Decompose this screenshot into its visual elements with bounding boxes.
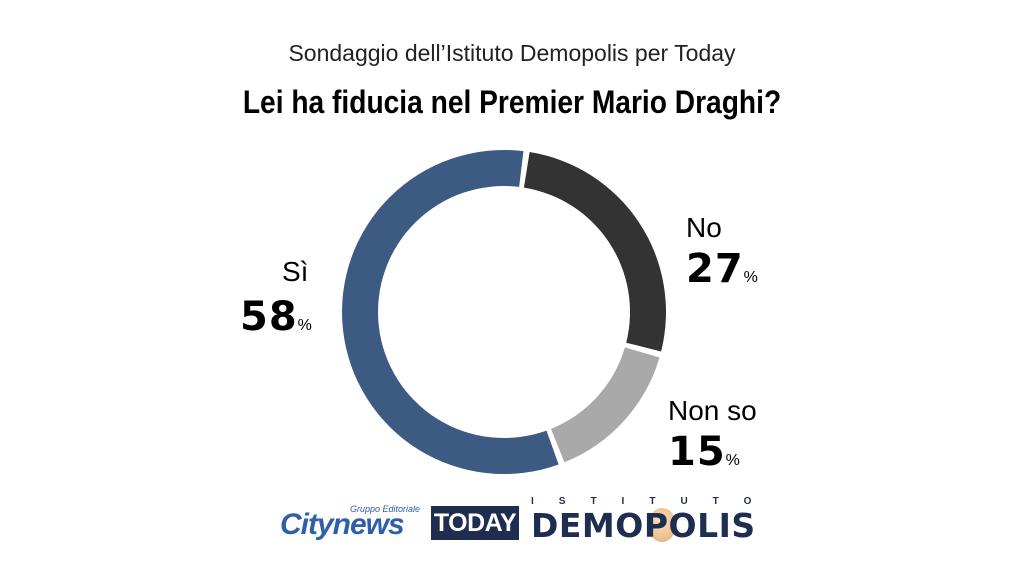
demopolis-logo: ISTITUTO DEMOPOLIS [531,496,785,546]
donut-slice-si [341,149,559,475]
value-unit-no: % [743,269,759,286]
donut-slice-non-so [550,347,660,463]
citynews-wordmark: Citynews [280,508,405,541]
value-number-no: 27 [686,246,744,292]
demopolis-tagline: ISTITUTO [531,496,777,507]
chart-title: Lei ha fiducia nel Premier Mario Draghi? [242,84,782,120]
label-si: Sì [282,256,309,287]
value-no: 27% [686,246,759,292]
citynews-logo: Gruppo Editoriale Citynews [280,496,420,542]
value-unit-non-so: % [725,452,741,469]
demopolis-wordmark: DEMOPOLIS [531,506,756,545]
donut-slice-no [523,152,667,352]
value-si: 58% [240,294,313,340]
chart-subtitle: Sondaggio dell’Istituto Demopolis per To… [288,40,736,66]
label-non-so: Non so [668,395,757,426]
label-no: No [686,212,722,243]
today-logo: TODAY [431,506,519,540]
logo-strip: Gruppo Editoriale Citynews TODAY ISTITUT… [0,496,1024,552]
value-number-si: 58 [240,294,298,340]
globe-icon [648,508,676,542]
value-number-non-so: 15 [668,429,726,475]
value-non-so: 15% [668,429,741,475]
citynews-tagline: Gruppo Editoriale [350,504,421,514]
value-unit-si: % [297,317,313,334]
